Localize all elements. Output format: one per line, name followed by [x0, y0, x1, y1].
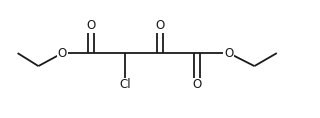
Text: O: O: [192, 78, 201, 91]
Text: Cl: Cl: [119, 78, 131, 91]
Text: O: O: [224, 47, 233, 60]
Text: O: O: [87, 19, 96, 32]
Text: O: O: [156, 19, 164, 32]
Text: O: O: [58, 47, 67, 60]
